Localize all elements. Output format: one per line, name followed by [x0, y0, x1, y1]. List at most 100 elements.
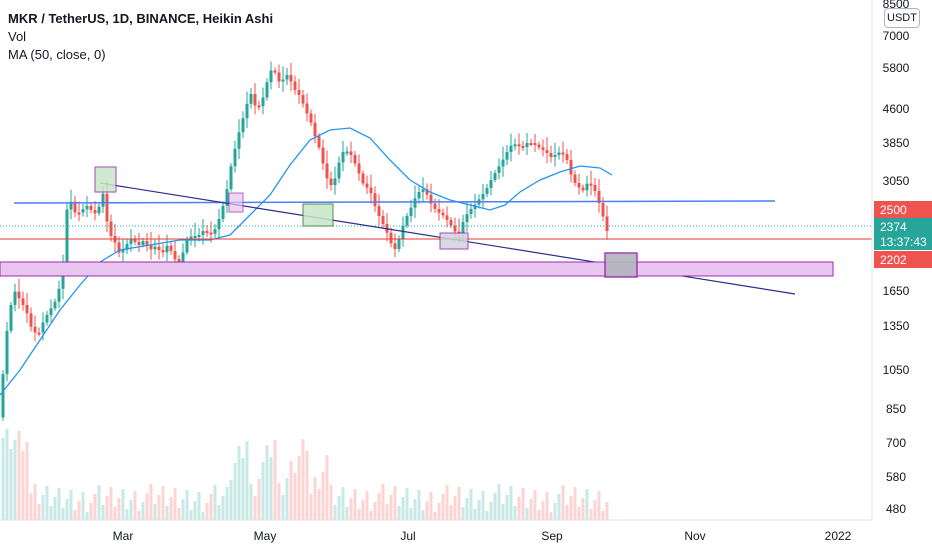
candle-body — [225, 189, 229, 206]
volume-legend[interactable]: Vol — [8, 29, 27, 44]
price-tick-label: 1050 — [883, 363, 910, 377]
candle-body — [317, 136, 321, 148]
volume-bar — [333, 505, 337, 520]
candle-body — [437, 209, 441, 213]
candle-body — [369, 187, 373, 194]
volume-bar — [337, 496, 341, 520]
highlight-box — [228, 192, 244, 213]
volume-bar — [389, 495, 393, 520]
volume-bar — [585, 489, 589, 520]
volume-bar — [129, 500, 133, 520]
volume-bar — [409, 508, 413, 520]
volume-bar — [449, 505, 453, 520]
candle-body — [209, 232, 213, 235]
candle-body — [273, 70, 277, 73]
candle-body — [233, 148, 237, 167]
price-tag-bg — [874, 201, 932, 218]
candle-body — [469, 209, 473, 214]
volume-bar — [269, 457, 273, 520]
volume-bar — [533, 490, 537, 520]
candle-body — [49, 308, 53, 315]
volume-bar — [241, 458, 245, 520]
volume-bar — [289, 461, 293, 520]
volume-bar — [149, 484, 153, 520]
volume-layer — [1, 429, 609, 520]
candle-body — [545, 150, 549, 153]
volume-bar — [385, 504, 389, 520]
volume-bar — [469, 489, 473, 520]
volume-bar — [85, 512, 89, 520]
candle-body — [409, 207, 413, 216]
candle-body — [93, 210, 97, 214]
volume-bar — [453, 496, 457, 520]
volume-bar — [89, 503, 93, 520]
volume-bar — [145, 493, 149, 520]
volume-bar — [373, 502, 377, 520]
volume-bar — [581, 498, 585, 520]
volume-bar — [361, 500, 365, 520]
volume-bar — [329, 485, 333, 520]
highlight-box — [94, 166, 117, 193]
volume-bar — [549, 512, 553, 520]
volume-bar — [517, 497, 521, 520]
candle-body — [553, 155, 557, 157]
volume-bar — [213, 485, 217, 520]
candle-body — [577, 183, 581, 188]
candle-body — [601, 203, 605, 217]
candle-body — [381, 216, 385, 224]
volume-bar — [345, 507, 349, 520]
candle-body — [257, 105, 261, 108]
volume-bar — [313, 477, 317, 520]
volume-bar — [489, 502, 493, 520]
volume-bar — [497, 484, 501, 520]
highlight-box — [302, 203, 334, 227]
volume-bar — [405, 488, 409, 520]
candle-body — [81, 209, 85, 213]
volume-bar — [17, 431, 21, 520]
candle-body — [221, 205, 225, 219]
candle-body — [237, 132, 241, 149]
volume-bar — [249, 484, 253, 520]
candle-body — [53, 301, 57, 309]
candle-body — [377, 206, 381, 216]
candle-body — [1, 374, 5, 418]
volume-bar — [157, 495, 161, 520]
volume-bar — [541, 501, 545, 520]
price-tick-label: 7000 — [883, 29, 910, 43]
candle-body — [129, 239, 133, 244]
candle-body — [341, 152, 345, 163]
symbol-title[interactable]: MKR / TetherUS, 1D, BINANCE, Heikin Ashi — [8, 11, 274, 26]
candle-body — [161, 250, 165, 253]
candle-body — [85, 205, 89, 210]
candle-body — [493, 173, 497, 180]
volume-bar — [369, 511, 373, 520]
volume-bar — [341, 487, 345, 520]
candle-body — [121, 250, 125, 253]
ma-legend[interactable]: MA (50, close, 0) — [8, 47, 106, 62]
candle-body — [229, 166, 233, 190]
volume-bar — [357, 509, 361, 520]
volume-bar — [485, 511, 489, 520]
candle-body — [585, 183, 589, 191]
candle-body — [133, 239, 137, 242]
volume-bar — [425, 501, 429, 520]
price-tick-label: 700 — [886, 436, 906, 450]
volume-bar — [165, 506, 169, 520]
candle-body — [181, 252, 185, 264]
candle-body — [589, 183, 593, 186]
candle-body — [309, 113, 313, 123]
candle-body — [597, 191, 601, 203]
volume-bar — [177, 508, 181, 520]
volume-bar — [321, 472, 325, 520]
volume-bar — [501, 504, 505, 520]
highlight-box — [439, 232, 469, 250]
candle-body — [513, 144, 517, 147]
candle-body — [137, 242, 141, 245]
volume-bar — [217, 505, 221, 520]
volume-bar — [529, 499, 533, 520]
currency-button[interactable]: USDT — [884, 8, 920, 28]
candle-body — [25, 305, 29, 314]
candle-body — [481, 194, 485, 200]
